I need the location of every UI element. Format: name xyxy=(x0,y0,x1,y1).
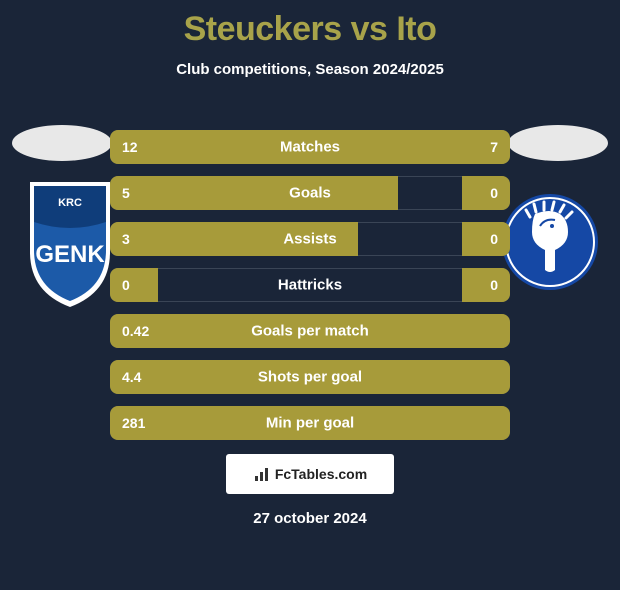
watermark-text: FcTables.com xyxy=(275,466,367,482)
player1-name: Steuckers xyxy=(184,10,342,48)
stat-value-left: 281 xyxy=(122,415,145,431)
stat-label: Shots per goal xyxy=(110,369,510,386)
stat-label: Matches xyxy=(110,139,510,156)
stat-row: Assists3 0 xyxy=(110,222,510,256)
stat-row: Matches12 7 xyxy=(110,130,510,164)
stat-row: Shots per goal4.4 xyxy=(110,360,510,394)
stat-row: Min per goal281 xyxy=(110,406,510,440)
stat-value-left: 0.42 xyxy=(122,323,149,339)
player2-name: Ito xyxy=(396,10,436,48)
chart-icon xyxy=(253,465,271,483)
gent-logo-icon xyxy=(500,192,600,292)
vs-separator: vs xyxy=(351,10,388,48)
stat-row: Goals per match0.42 xyxy=(110,314,510,348)
player1-avatar-placeholder xyxy=(12,125,112,161)
stat-value-right: 0 xyxy=(490,231,498,247)
svg-text:GENK: GENK xyxy=(35,241,105,268)
stats-bars: Matches127Goals50Assists30Hattricks00Goa… xyxy=(110,130,510,452)
stat-value-right: 0 xyxy=(490,185,498,201)
comparison-title: Steuckers vs Ito xyxy=(0,10,620,49)
stat-label: Goals xyxy=(110,185,510,202)
footer-date: 27 october 2024 xyxy=(0,510,620,527)
stat-label: Goals per match xyxy=(110,323,510,340)
stat-value-right: 0 xyxy=(490,277,498,293)
svg-text:KRC: KRC xyxy=(58,197,82,209)
genk-logo-icon: KRC GENK xyxy=(20,172,120,312)
stat-row: Goals5 0 xyxy=(110,176,510,210)
stat-label: Min per goal xyxy=(110,415,510,432)
stat-label: Assists xyxy=(110,231,510,248)
stat-value-left: 4.4 xyxy=(122,369,141,385)
watermark: FcTables.com xyxy=(226,454,394,494)
stat-value-right: 7 xyxy=(490,139,498,155)
player2-avatar-placeholder xyxy=(508,125,608,161)
stat-label: Hattricks xyxy=(110,277,510,294)
stat-value-left: 3 xyxy=(122,231,130,247)
stat-value-left: 12 xyxy=(122,139,138,155)
stat-value-left: 0 xyxy=(122,277,130,293)
stat-value-left: 5 xyxy=(122,185,130,201)
stat-row: Hattricks0 0 xyxy=(110,268,510,302)
subtitle: Club competitions, Season 2024/2025 xyxy=(0,61,620,78)
